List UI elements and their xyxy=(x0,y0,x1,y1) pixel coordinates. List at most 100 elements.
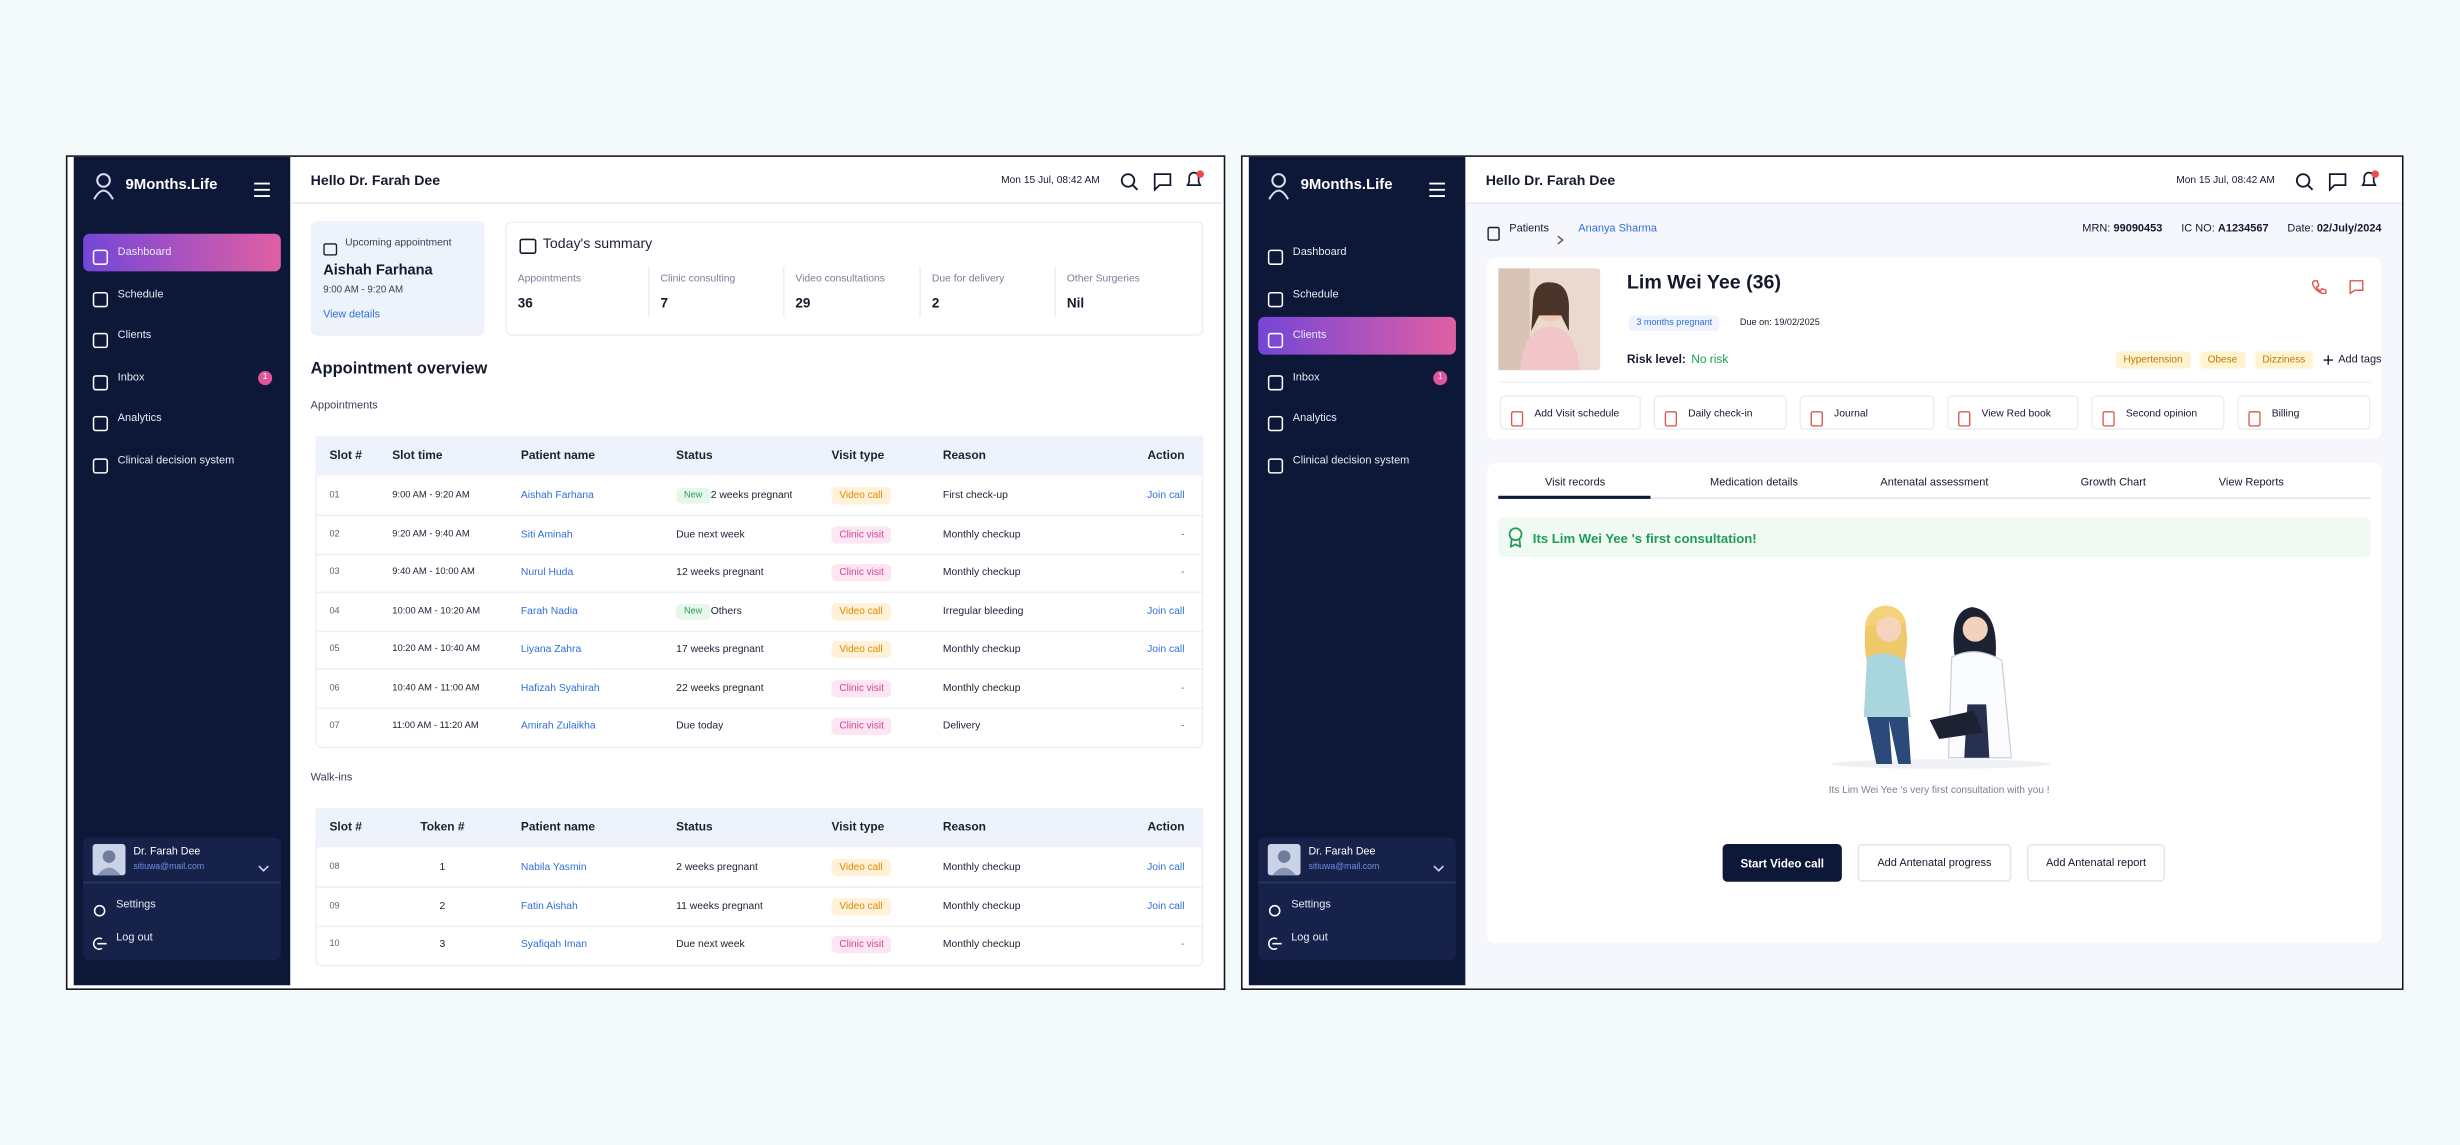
quick-action[interactable]: View Red book xyxy=(1946,395,2079,430)
new-badge: New xyxy=(676,487,711,504)
logout-link[interactable]: Log out xyxy=(1291,932,1328,944)
icon-shape xyxy=(1520,326,1580,371)
tab[interactable]: Antenatal assessment xyxy=(1880,477,1989,489)
visit-type-pill: Video call xyxy=(831,602,891,620)
nav-item[interactable]: Dashboard xyxy=(1292,247,1347,259)
nav-icon xyxy=(1267,453,1284,473)
nav-item[interactable]: Clinical decision system xyxy=(117,454,235,466)
icon-shape xyxy=(1186,171,1202,186)
column-header: Reason xyxy=(942,819,986,834)
notification-icon-svg xyxy=(2361,170,2380,186)
menu-icon[interactable] xyxy=(1428,177,1447,198)
nav-item[interactable]: Clients xyxy=(117,330,152,342)
icon-shape xyxy=(2248,411,2261,427)
user-menu-chevron[interactable] xyxy=(257,853,270,872)
column-header: Visit type xyxy=(831,819,885,834)
column-header: Action xyxy=(1147,819,1185,834)
row-divider xyxy=(315,924,1204,927)
patient-name[interactable]: Aishah Farhana xyxy=(520,490,594,502)
add-tag-icon[interactable] xyxy=(2323,345,2334,373)
id-value: 99090453 xyxy=(2113,223,2163,235)
action-link[interactable]: Join call xyxy=(1147,605,1185,617)
icon-shape xyxy=(102,850,116,863)
tab[interactable]: Growth Chart xyxy=(2080,477,2146,489)
patient-name[interactable]: Siti Aminah xyxy=(520,528,573,540)
brand-name: 9Months.Life xyxy=(125,176,218,194)
message-icon-svg xyxy=(2349,280,2364,295)
patient-name[interactable]: Liyana Zahra xyxy=(520,644,582,656)
nav-item[interactable]: Schedule xyxy=(1292,288,1339,300)
patient-name[interactable]: Amirah Zulaikha xyxy=(520,720,596,732)
chat-icon[interactable] xyxy=(1153,171,1172,192)
quick-action[interactable]: Journal xyxy=(1799,395,1935,430)
slot-number: 07 xyxy=(329,721,340,732)
status-text: 22 weeks pregnant xyxy=(676,682,764,694)
icon-shape xyxy=(1277,850,1291,863)
icon-shape xyxy=(1531,282,1569,332)
breadcrumb-root[interactable]: Patients xyxy=(1509,223,1549,235)
tab[interactable]: Medication details xyxy=(1710,477,1798,489)
nav-icon xyxy=(1267,411,1284,432)
quick-action[interactable]: Second opinion xyxy=(2091,395,2225,430)
call-icon[interactable] xyxy=(2311,275,2327,295)
user-avatar-svg xyxy=(1267,844,1301,876)
icon-shape xyxy=(1268,189,1289,200)
patient-name[interactable]: Hafizah Syahirah xyxy=(520,682,600,694)
quick-action[interactable]: Billing xyxy=(2237,395,2371,430)
chat-icon[interactable] xyxy=(2328,171,2347,192)
search-icon[interactable] xyxy=(1120,171,1139,191)
menu-icon[interactable] xyxy=(253,177,272,198)
logout-link[interactable]: Log out xyxy=(116,932,153,944)
action-link[interactable]: Join call xyxy=(1147,862,1185,874)
patient-name[interactable]: Fatin Aishah xyxy=(520,900,578,912)
summary-label: Due for delivery xyxy=(931,273,1005,285)
notification-icon[interactable] xyxy=(2360,169,2380,189)
nav-item[interactable]: Inbox xyxy=(1292,371,1320,383)
view-details-link[interactable]: View details xyxy=(323,309,380,321)
notification-icon[interactable] xyxy=(1185,169,1205,189)
add-tags-link[interactable]: Add tags xyxy=(2338,353,2382,365)
tab[interactable]: Visit records xyxy=(1545,477,1606,489)
message-icon[interactable] xyxy=(2349,275,2365,295)
award-icon xyxy=(1508,527,1524,549)
quick-action[interactable]: Daily check-in xyxy=(1653,395,1787,430)
id-label: IC NO: xyxy=(2181,223,2215,235)
nav-item[interactable]: Analytics xyxy=(1292,413,1337,425)
quick-action[interactable]: Add Visit schedule xyxy=(1499,395,1642,430)
action-link[interactable]: Join call xyxy=(1147,644,1185,656)
nav-item[interactable]: Analytics xyxy=(117,413,162,425)
icon-shape xyxy=(2323,355,2333,365)
icon-shape xyxy=(1958,411,1971,427)
nav-icon xyxy=(92,369,109,390)
patient-name[interactable]: Farah Nadia xyxy=(520,605,578,617)
patient-name[interactable]: Nabila Yasmin xyxy=(520,862,587,874)
tab[interactable]: View Reports xyxy=(2218,477,2284,489)
action-button[interactable]: Add Antenatal progress xyxy=(1857,844,2012,882)
icon-shape xyxy=(96,173,111,188)
search-icon[interactable] xyxy=(2295,171,2314,191)
summary-label: Clinic consulting xyxy=(660,273,736,285)
slot-number: 04 xyxy=(329,606,340,616)
user-menu-chevron[interactable] xyxy=(1432,853,1445,872)
action-link[interactable]: Join call xyxy=(1147,490,1185,502)
nav-item[interactable]: Schedule xyxy=(117,288,164,300)
settings-link[interactable]: Settings xyxy=(116,899,156,911)
nav-item[interactable]: Dashboard xyxy=(117,247,172,259)
patient-name[interactable]: Nurul Huda xyxy=(520,567,574,579)
settings-link[interactable]: Settings xyxy=(1291,899,1331,911)
action-button[interactable]: Add Antenatal report xyxy=(2026,844,2166,882)
nav-item[interactable]: Clinical decision system xyxy=(1292,454,1410,466)
nav-item[interactable]: Clients xyxy=(1292,330,1327,342)
action-link[interactable]: Join call xyxy=(1147,900,1185,912)
visit-type-pill: Clinic visit xyxy=(831,525,892,543)
overview-title: Appointment overview xyxy=(310,359,488,379)
patient-name[interactable]: Syafiqah Iman xyxy=(520,938,588,950)
action-button[interactable]: Start Video call xyxy=(1722,844,1842,882)
header-datetime: Mon 15 Jul, 08:42 AM xyxy=(2176,174,2275,186)
first-consultation-banner xyxy=(1498,517,2371,557)
status-text: Due next week xyxy=(676,938,745,950)
award-icon-svg xyxy=(1508,527,1523,549)
visit-type-pill: Clinic visit xyxy=(831,564,892,582)
nav-item[interactable]: Inbox xyxy=(117,371,145,383)
